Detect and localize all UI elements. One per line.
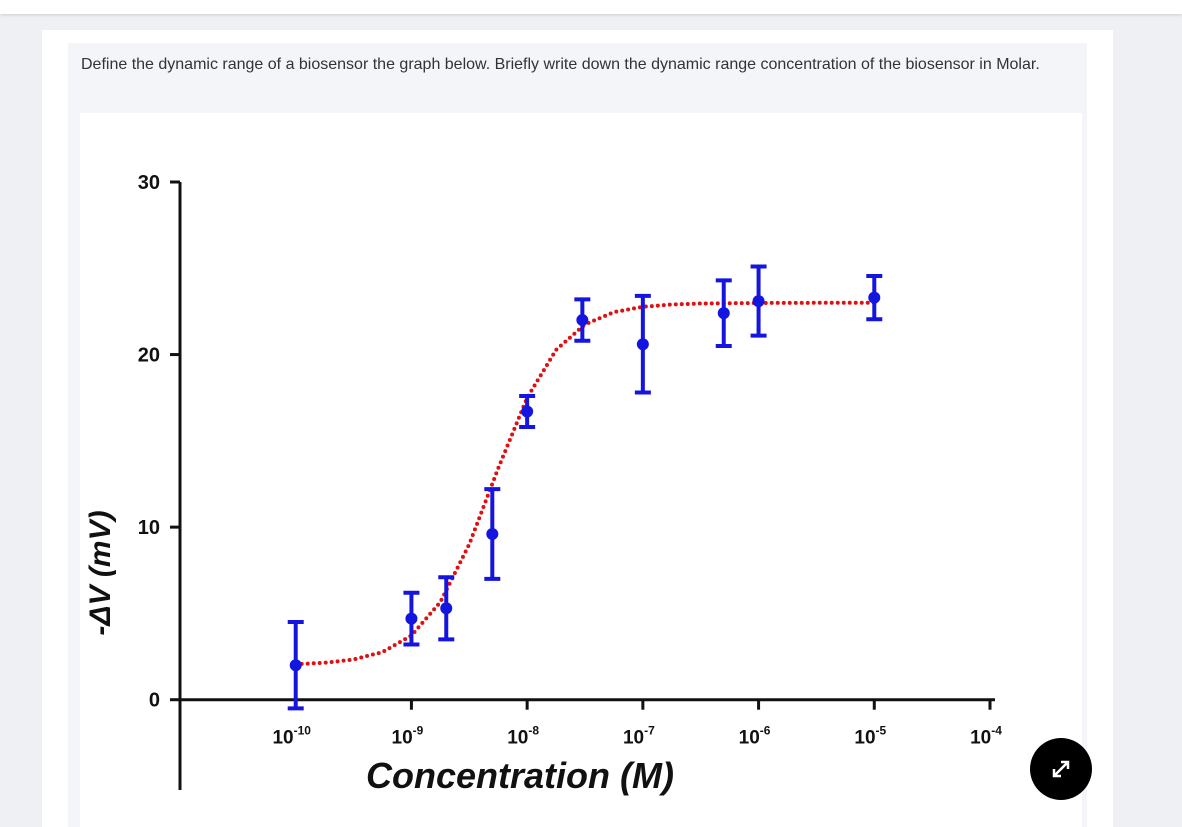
x-tick-label: 10-7	[623, 724, 655, 749]
x-tick-label: 10-4	[970, 724, 1002, 749]
x-tick-exponent: -5	[876, 724, 887, 738]
y-tick-label: 30	[138, 172, 160, 194]
x-tick-exponent: -7	[644, 724, 655, 738]
x-tick-base: 10	[272, 728, 293, 749]
x-tick-exponent: -6	[760, 724, 771, 738]
data-point	[752, 295, 765, 308]
x-tick-exponent: -9	[413, 724, 424, 738]
data-point	[440, 602, 453, 615]
data-point	[289, 659, 302, 672]
x-tick-base: 10	[392, 728, 413, 749]
y-axis-label: -ΔV (mV)	[84, 510, 117, 635]
top-bar	[0, 0, 1182, 14]
x-tick-base: 10	[507, 728, 528, 749]
x-axis-label: Concentration (M)	[366, 755, 674, 796]
x-tick-label: 10-9	[392, 724, 424, 749]
x-tick-label: 10-5	[854, 724, 886, 749]
data-point	[868, 291, 881, 304]
y-tick-label: 0	[149, 690, 160, 712]
x-tick-exponent: -8	[528, 724, 539, 738]
x-tick-base: 10	[854, 728, 875, 749]
x-tick-exponent: -4	[991, 724, 1002, 738]
data-point	[405, 612, 418, 625]
data-point	[486, 528, 499, 541]
data-point	[521, 405, 534, 418]
x-tick-label: 10-8	[507, 724, 539, 749]
x-tick-label: 10-6	[739, 724, 771, 749]
question-text: Define the dynamic range of a biosensor …	[81, 56, 1040, 73]
x-tick-base: 10	[623, 728, 644, 749]
x-tick-exponent: -10	[294, 724, 312, 738]
y-tick-label: 10	[138, 517, 160, 539]
y-tick-label: 20	[138, 345, 160, 367]
x-tick-label: 10-10	[272, 724, 311, 749]
expand-button[interactable]	[1030, 738, 1092, 800]
data-point	[576, 314, 589, 327]
expand-icon	[1052, 760, 1070, 778]
data-point	[636, 338, 649, 351]
x-tick-base: 10	[739, 728, 760, 749]
data-point	[717, 307, 730, 320]
fit-curve	[293, 300, 877, 667]
x-tick-base: 10	[970, 728, 991, 749]
